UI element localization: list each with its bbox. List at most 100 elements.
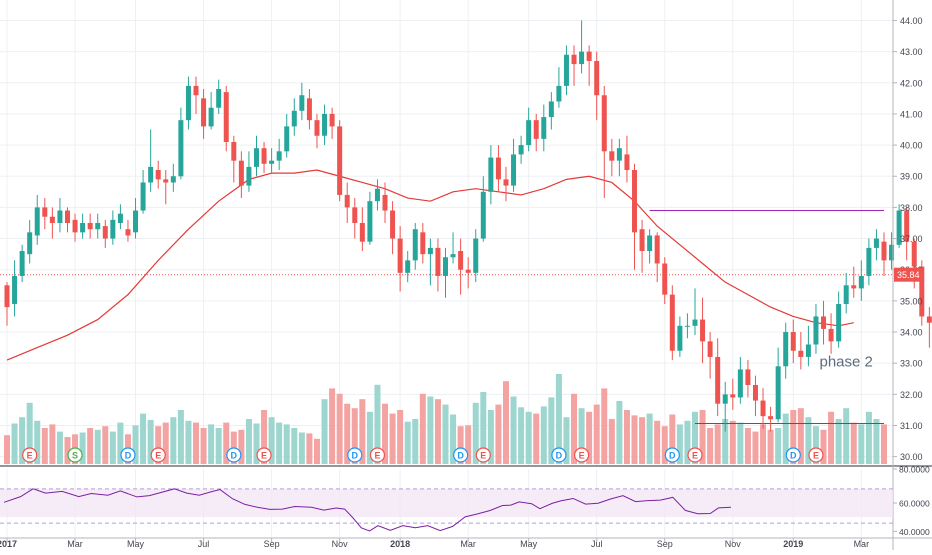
price-axis-label: 35.00 (900, 296, 923, 306)
candle-body (549, 101, 554, 117)
event-marker-label: D (790, 451, 797, 461)
volume-bar (858, 424, 864, 464)
candle-body (133, 211, 138, 233)
candle-body (80, 223, 85, 232)
candle-body (806, 344, 811, 356)
volume-bar (193, 423, 199, 464)
volume-bar (42, 428, 48, 464)
time-axis-label: Sep (657, 539, 673, 549)
event-marker-label: E (480, 451, 486, 461)
candle-body (866, 248, 871, 276)
candle-body (307, 98, 312, 120)
volume-bar (881, 424, 887, 464)
candle-body (488, 158, 493, 192)
volume-bar (745, 428, 751, 464)
candle-body (587, 52, 592, 61)
volume-bar (601, 388, 607, 464)
candle-body (239, 161, 244, 186)
volume-bar (412, 419, 418, 464)
candle-body (246, 167, 251, 186)
time-axis-label: Sep (264, 539, 280, 549)
volume-bar (518, 407, 524, 464)
volume-bar (299, 433, 305, 465)
candle-body (262, 148, 267, 164)
candle-body (677, 326, 682, 351)
candle-body (685, 326, 690, 327)
volume-bar (57, 432, 63, 464)
candle-body (345, 195, 350, 207)
candle-body (829, 329, 834, 341)
candle-body (859, 276, 864, 288)
candle-body (503, 179, 508, 185)
candle-body (428, 248, 433, 254)
candle-body (851, 285, 856, 288)
candle-body (5, 285, 10, 307)
volume-bar (306, 433, 312, 464)
volume-bar (715, 424, 721, 464)
volume-bar (752, 432, 758, 464)
candle-body (216, 89, 221, 108)
volume-bar (397, 410, 403, 464)
candle-body (813, 316, 818, 344)
time-axis-label: 2017 (0, 539, 17, 549)
event-marker-label: D (669, 451, 676, 461)
candle-body (708, 341, 713, 357)
candle-body (745, 369, 750, 385)
candle-body (640, 229, 645, 251)
volume-bar (775, 428, 781, 464)
candle-body (609, 151, 614, 160)
candle-body (383, 195, 388, 211)
volume-bar (503, 381, 509, 464)
candle-body (42, 207, 47, 216)
candle-body (594, 61, 599, 95)
candle-body (103, 226, 108, 238)
annotation-text: phase 2 (820, 353, 873, 370)
time-axis-label: May (520, 539, 538, 549)
candle-body (277, 151, 282, 160)
time-axis-label: 2018 (390, 539, 410, 549)
candle-body (927, 316, 932, 322)
last-price-label: 35.84 (897, 270, 920, 280)
candle-body (458, 251, 463, 270)
candle-body (148, 167, 153, 183)
volume-bar (322, 399, 328, 464)
candle-body (761, 401, 766, 417)
time-axis-label: Mar (460, 539, 476, 549)
volume-bar (87, 428, 93, 464)
candle-body (753, 385, 758, 401)
volume-bar (594, 405, 600, 464)
volume-bar (12, 424, 18, 465)
volume-bar (707, 428, 713, 464)
candle-body (715, 357, 720, 404)
candle-body (624, 154, 629, 170)
rsi-band (0, 489, 893, 517)
candle-body (360, 223, 365, 242)
rsi-axis-label: 80.0000 (899, 465, 930, 475)
volume-bar (110, 432, 116, 464)
volume-bar (495, 405, 501, 464)
candle-body (254, 148, 259, 167)
candle-body (141, 182, 146, 210)
event-marker-label: E (692, 451, 698, 461)
volume-bar (208, 424, 214, 464)
candle-body (171, 176, 176, 182)
price-axis-label: 40.00 (900, 141, 923, 151)
time-axis-label: May (127, 539, 145, 549)
event-marker-label: D (231, 451, 238, 461)
event-marker-label: E (261, 451, 267, 461)
candle-body (776, 366, 781, 419)
price-axis-label: 33.00 (900, 359, 923, 369)
volume-bar (639, 417, 645, 464)
time-axis-label: Mar (67, 539, 83, 549)
candle-body (511, 154, 516, 185)
volume-bar (102, 426, 108, 464)
time-axis-label: Nov (725, 539, 742, 549)
candle-body (224, 92, 229, 142)
candle-body (27, 232, 32, 254)
volume-bar (647, 414, 653, 464)
volume-bar (4, 435, 10, 464)
candle-body (35, 207, 40, 235)
volume-bar (760, 424, 766, 464)
